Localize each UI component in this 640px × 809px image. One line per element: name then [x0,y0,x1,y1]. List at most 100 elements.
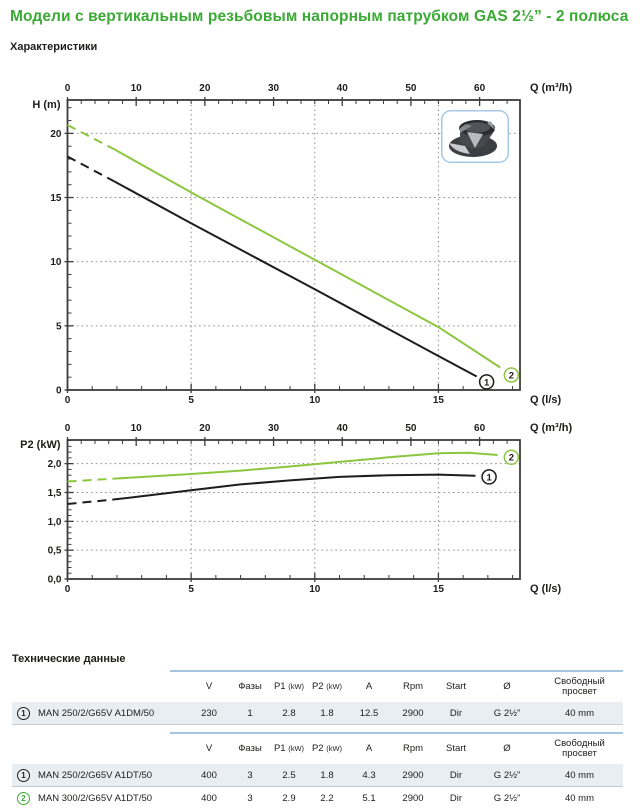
x-axis-bottom-title: Q (l/s) [530,394,562,406]
table-cell: 400 [201,769,217,781]
column-header: A [365,680,373,692]
column-header: Свободный просвет [554,737,605,759]
table-cell: 40 mm [564,792,595,804]
table-cell: G 2½” [493,769,521,781]
column-header: Rpm [402,680,424,692]
curve-1 [114,473,476,501]
table-cell: 1.8 [320,769,334,781]
column-header: P2 (kW) [311,742,343,754]
y-tick-label: 0 [56,386,62,397]
curve-2 [114,451,498,480]
table-cell: 2900 [402,707,424,719]
curve-marker-label: 2 [509,453,514,464]
column-header: Start [445,680,467,692]
table-cell: Dir [449,792,463,804]
table-header-row: V Фазы P1 (kW) P2 (kW) A Rpm Start Ø Свободный п… [12,734,623,764]
curve-1-dashed [67,155,115,183]
x-bottom-tick-label: 0 [65,584,71,595]
column-header: V [205,742,213,754]
x-top-tick-label: 40 [337,83,349,94]
table-row: 1 MAN 250/2/G65V A1DM/50 230 1 2.8 1.8 12.5 290… [12,702,623,725]
x-axis-top-title: Q (m³/h) [530,422,572,434]
table-cell: 4.3 [362,769,376,781]
x-bottom-tick-label: 10 [309,395,321,406]
x-bottom-tick-label: 5 [188,395,194,406]
table-cell: 3 [247,769,253,781]
plot-border [66,439,521,580]
column-header: Фазы [238,680,262,692]
curve-1 [114,180,478,378]
table-cell: G 2½” [493,792,521,804]
column-header: V [205,680,213,692]
page-title: Модели с вертикальным резьбовым напорным… [10,8,629,25]
pump-curve-charts: 0 10 20 30 40 50 60 Q (m³/h)0 5 10 15 Q (l/s)051015… [20,82,572,595]
table-cell: 2900 [402,792,424,804]
curve-marker-label: 1 [486,472,492,483]
x-top-tick-label: 0 [65,423,71,434]
table-top-rule [170,670,623,672]
curve-number-badge: 1 [17,706,30,720]
column-header: Start [445,742,467,754]
characteristics-heading: Характеристики [10,41,98,53]
x-bottom-tick-label: 10 [309,584,321,595]
table-cell: 2.5 [282,769,296,781]
x-top-tick-label: 40 [337,423,349,434]
y-tick-label: 20 [50,129,62,140]
y-tick-label: 1,0 [48,517,62,528]
curve-number-badge: 2 [17,791,30,805]
table-cell: 1.8 [320,707,334,719]
table-row: 1 MAN 250/2/G65V A1DT/50 400 3 2.5 1.8 4.3 2900… [12,764,623,787]
table-cell: 2.8 [282,707,296,719]
curve-number-badge: 1 [17,768,30,782]
x-top-tick-label: 30 [268,83,280,94]
x-bottom-tick-label: 15 [433,584,445,595]
table-row: 2 MAN 300/2/G65V A1DT/50 400 3 2.9 2.2 5.1 2900… [12,787,623,809]
curve-2 [114,148,501,369]
y-tick-label: 0,5 [48,546,62,557]
table-cell: 12.5 [359,707,379,719]
column-header: Свободный просвет [554,675,605,697]
x-top-tick-label: 20 [199,423,211,434]
table-cell: 2900 [402,769,424,781]
tech-table-three-phase: V Фазы P1 (kW) P2 (kW) A Rpm Start Ø Свободный п… [12,732,623,809]
x-top-tick-label: 50 [405,423,417,434]
column-header: P1 (kW) [273,680,305,692]
column-header: A [365,742,373,754]
column-header: Ø [503,742,511,754]
impeller-photo [441,110,509,163]
curve-marker-2 [503,449,520,466]
y-axis-title: P2 (kW) [20,439,61,451]
table-cell: G 2½” [493,707,521,719]
plot-border [66,99,521,391]
x-top-tick-label: 10 [131,83,143,94]
chart-layer: 0 10 20 30 40 50 60 Q (m³/h)0 5 10 15 Q (l/s)051015… [20,82,572,595]
table-cell: 40 mm [564,707,595,719]
x-axis-bottom-title: Q (l/s) [530,583,562,595]
x-top-tick-label: 60 [474,423,486,434]
model-name: MAN 300/2/G65V A1DT/50 [38,792,153,804]
tech-data-heading: Технические данные [12,653,126,665]
y-tick-label: 15 [50,193,62,204]
x-top-tick-label: 50 [405,83,417,94]
table-cell: 2.9 [282,792,296,804]
y-tick-label: 2,0 [48,459,62,470]
x-top-tick-label: 20 [199,83,211,94]
x-top-tick-label: 10 [131,423,143,434]
x-bottom-tick-label: 15 [433,395,445,406]
curve-2-dashed [67,124,115,151]
column-header: Rpm [402,742,424,754]
x-bottom-tick-label: 0 [65,395,71,406]
curve-marker-1 [478,374,495,390]
table-cell: 3 [247,792,253,804]
table-cell: 1 [247,707,253,719]
table-cell: 400 [201,792,217,804]
table-top-rule [170,732,623,734]
curve-marker-1 [481,469,497,485]
table-header-row: V Фазы P1 (kW) P2 (kW) A Rpm Start Ø Свободный п… [12,672,623,702]
table-cell: Dir [449,707,463,719]
table-cell: 5.1 [362,792,376,804]
column-header: Фазы [238,742,262,754]
curve-1-dashed [67,498,115,505]
table-cell: 230 [201,707,217,719]
